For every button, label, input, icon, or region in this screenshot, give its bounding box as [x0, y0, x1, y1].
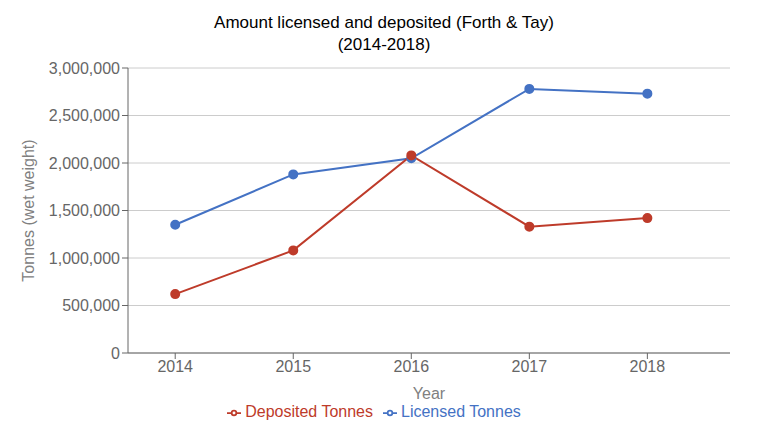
- html-text:Amount licensed and deposited: Amount licensed and deposited (Forth & T…: [214, 13, 554, 32]
- html-text:Deposited Tonnes: Deposited Tonnes: [245, 403, 373, 420]
- svg-text:2,500,000: 2,500,000: [49, 107, 120, 124]
- svg-text:3,000,000: 3,000,000: [49, 60, 120, 77]
- svg-text:2018: 2018: [630, 358, 666, 375]
- svg-text:2014: 2014: [157, 358, 193, 375]
- svg-text:500,000: 500,000: [62, 297, 120, 314]
- svg-text:2017: 2017: [512, 358, 548, 375]
- svg-text:0: 0: [111, 345, 120, 362]
- svg-text:2016: 2016: [393, 358, 429, 375]
- svg-text:1,500,000: 1,500,000: [49, 202, 120, 219]
- svg-text:Tonnes (wet weight): Tonnes (wet weight): [20, 139, 37, 281]
- svg-text:Year: Year: [413, 385, 446, 402]
- svg-text:1,000,000: 1,000,000: [49, 250, 120, 267]
- svg-text:2,000,000: 2,000,000: [49, 155, 120, 172]
- html-text:Licensed Tonnes: Licensed Tonnes: [401, 403, 521, 420]
- svg-text:2015: 2015: [275, 358, 311, 375]
- html-text:(2014-2018): (2014-2018): [337, 35, 431, 54]
